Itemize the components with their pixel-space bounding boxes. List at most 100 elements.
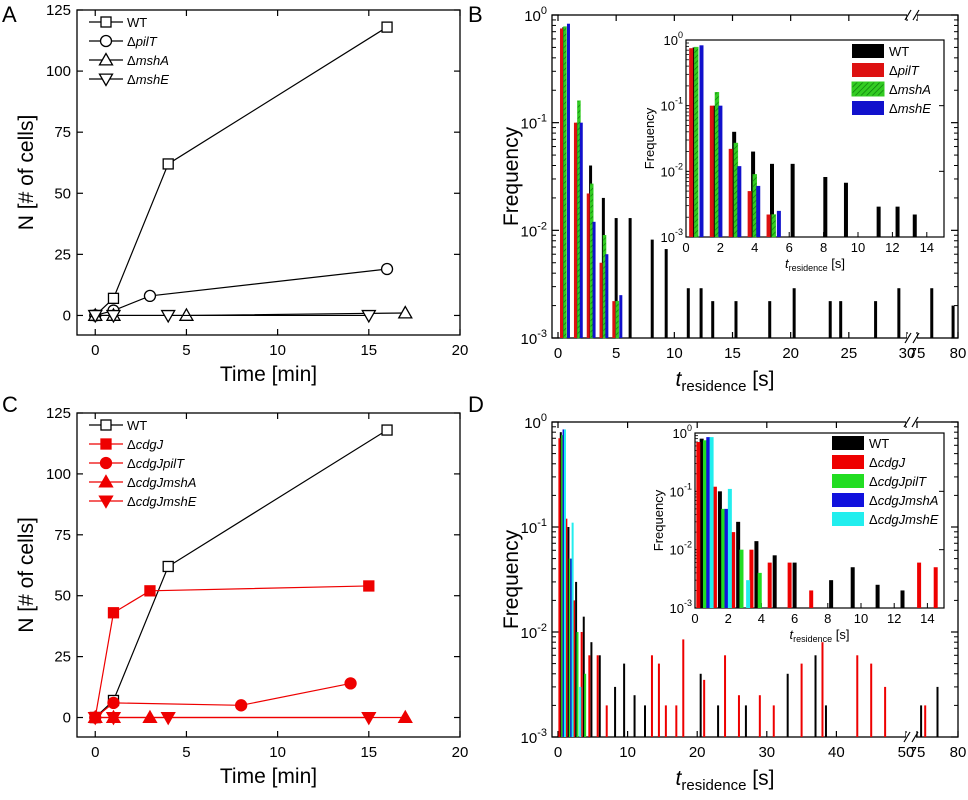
inset-x-tick-label: 2 bbox=[725, 611, 732, 626]
chart-panel-C: 0 5 10 15 20 0 25 50 75 100 125 Time [min] N [# of c… bbox=[15, 405, 468, 788]
inset-bar bbox=[792, 562, 797, 608]
inset-bar bbox=[823, 176, 828, 237]
inset-frame bbox=[694, 432, 945, 609]
inset-bar bbox=[876, 206, 881, 237]
y-tick-label: 0 bbox=[63, 307, 71, 324]
y-tick-label: 10-2 bbox=[521, 622, 547, 642]
bar bbox=[615, 300, 620, 339]
y-tick-label: 100 bbox=[46, 63, 71, 80]
inset-x-tick-label: 8 bbox=[820, 240, 827, 255]
x-tick-label: 30 bbox=[758, 744, 775, 761]
legend-swatch bbox=[832, 474, 864, 488]
inset-bar bbox=[933, 567, 938, 608]
inset-series-ΔcdgJpilT bbox=[702, 440, 762, 608]
x-tick-label: 80 bbox=[950, 744, 967, 761]
bar bbox=[703, 679, 706, 737]
inset-bar bbox=[733, 142, 739, 238]
inset-bar bbox=[727, 488, 732, 608]
inset-bar bbox=[843, 182, 848, 237]
data-point bbox=[380, 262, 394, 276]
inset-bar bbox=[757, 572, 762, 608]
legend-marker bbox=[98, 495, 114, 509]
legend-swatch bbox=[832, 493, 864, 507]
legend-marker bbox=[100, 16, 112, 28]
x-tick-label: 10 bbox=[269, 342, 286, 359]
inset-bar bbox=[709, 105, 714, 238]
data-point bbox=[160, 309, 176, 324]
inset-bar bbox=[767, 562, 772, 608]
x-tick-label: 0 bbox=[554, 744, 562, 761]
bar bbox=[758, 695, 761, 737]
inset-series-ΔpilT bbox=[689, 48, 771, 238]
inset-y-axis-title: Frequency bbox=[651, 489, 666, 551]
inset-x-tick-label: 10 bbox=[851, 240, 865, 255]
data-point bbox=[107, 292, 120, 304]
inset-bar bbox=[809, 590, 814, 608]
bar bbox=[930, 288, 934, 338]
inset-bar bbox=[736, 521, 741, 608]
axis-break-mark bbox=[903, 731, 911, 743]
bar bbox=[563, 429, 566, 737]
chart-panel-A: 0 5 10 15 20 0 25 50 75 100 125 Time [min] N [# of c… bbox=[15, 2, 468, 386]
axis-break-gap bbox=[906, 733, 916, 741]
x-axis-title: Time [min] bbox=[220, 765, 317, 788]
inset-D: 10-3 10-2 10-1 100 0 2 4 6 8 10 12 14 tresidence [s]… bbox=[651, 423, 945, 644]
y-tick-label: 75 bbox=[54, 124, 71, 141]
bar bbox=[824, 705, 827, 737]
series-line bbox=[94, 26, 388, 316]
y-tick-label: 10-3 bbox=[521, 328, 547, 348]
bar bbox=[897, 288, 901, 338]
bar bbox=[614, 686, 617, 737]
axis-break-mark bbox=[911, 731, 919, 743]
inset-y-tick-label: 10-3 bbox=[661, 227, 683, 245]
inset-bar bbox=[694, 46, 699, 238]
axis-break-gap bbox=[907, 334, 917, 342]
inset-bar bbox=[912, 214, 917, 237]
inset-x-tick-label: 0 bbox=[682, 240, 689, 255]
bar bbox=[628, 218, 632, 338]
x-tick-label: 80 bbox=[950, 345, 967, 362]
x-axis-title: tresidence [s] bbox=[676, 767, 775, 794]
legend-label: ΔmshA bbox=[889, 82, 931, 97]
legend-label: ΔcdgJmshA bbox=[127, 475, 196, 490]
inset-series-ΔcdgJ bbox=[696, 442, 938, 608]
y-tick-label: 50 bbox=[54, 185, 71, 202]
data-point bbox=[142, 709, 158, 724]
legend-swatch bbox=[832, 436, 864, 450]
bar bbox=[570, 558, 573, 737]
inset-series-WT bbox=[699, 438, 905, 608]
inset-bar bbox=[709, 437, 714, 608]
legend-label: ΔcdgJpilT bbox=[869, 474, 927, 489]
bar bbox=[772, 705, 775, 737]
legend-label: ΔpilT bbox=[889, 63, 920, 78]
x-tick-label: 15 bbox=[360, 744, 377, 761]
bar bbox=[814, 655, 817, 737]
bar bbox=[584, 673, 587, 737]
bar bbox=[566, 23, 570, 339]
bar bbox=[675, 705, 678, 737]
series-ΔpilT bbox=[559, 28, 616, 339]
inset-bar bbox=[724, 508, 729, 608]
series-ΔcdgJmshE bbox=[87, 711, 377, 726]
inset-x-tick-label: 12 bbox=[887, 611, 901, 626]
bar bbox=[612, 301, 616, 338]
bar bbox=[657, 663, 660, 737]
data-point bbox=[397, 305, 413, 319]
inset-x-axis-title: tresidence [s] bbox=[785, 256, 845, 273]
x-tick-label: 0 bbox=[91, 342, 99, 359]
bar bbox=[565, 518, 568, 737]
data-point bbox=[234, 699, 248, 712]
legend-label: ΔmshE bbox=[127, 72, 169, 87]
x-tick-label: 15 bbox=[360, 342, 377, 359]
bar bbox=[576, 632, 579, 737]
bar bbox=[614, 218, 618, 338]
inset-bar bbox=[714, 92, 720, 238]
bar bbox=[575, 581, 578, 737]
inset-y-tick-label: 10-2 bbox=[661, 161, 683, 179]
x-tick-label: 30 bbox=[899, 345, 916, 362]
series-ΔmshA bbox=[563, 26, 620, 339]
y-tick-label: 10-2 bbox=[521, 220, 547, 240]
data-point bbox=[344, 677, 357, 690]
inset-bar bbox=[712, 486, 717, 608]
